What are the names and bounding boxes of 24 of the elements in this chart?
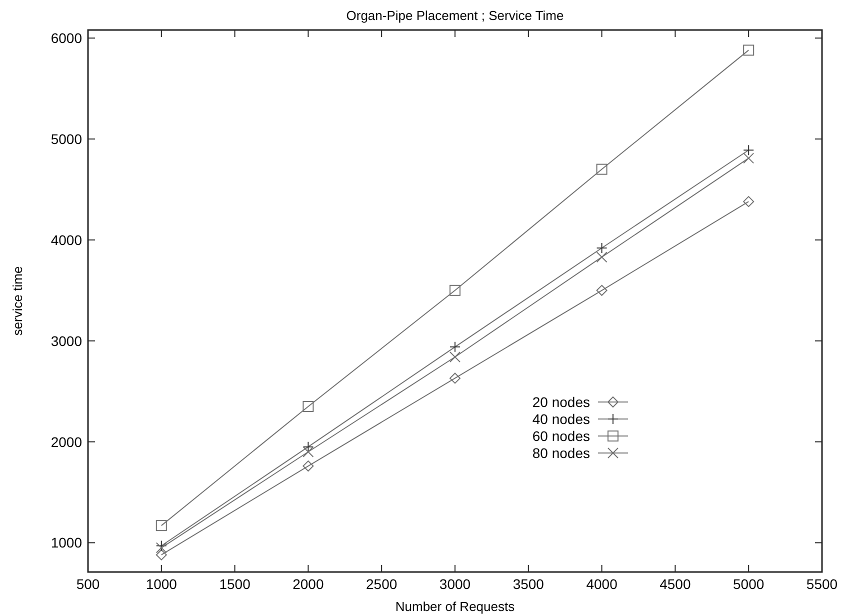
legend-label: 80 nodes <box>532 445 590 461</box>
x-tick-label: 2500 <box>366 576 398 592</box>
y-axis-title: service time <box>10 266 25 336</box>
x-tick-label: 5000 <box>733 576 764 592</box>
x-tick-label: 4000 <box>586 576 618 592</box>
y-tick-label: 5000 <box>50 131 82 148</box>
legend-label: 20 nodes <box>532 394 590 410</box>
x-tick-label: 2000 <box>292 576 324 592</box>
x-tick-label: 3500 <box>512 576 544 592</box>
x-axis-title: Number of Requests <box>395 599 516 614</box>
chart-title: Organ-Pipe Placement ; Service Time <box>346 8 564 23</box>
y-tick-label: 1000 <box>50 534 82 551</box>
legend-label: 40 nodes <box>532 411 590 427</box>
y-tick-label: 6000 <box>50 30 82 46</box>
x-tick-label: 4500 <box>660 576 691 592</box>
y-tick-label: 4000 <box>50 232 82 248</box>
legend-label: 60 nodes <box>532 428 590 444</box>
x-tick-label: 3000 <box>439 576 471 592</box>
x-tick-label: 5500 <box>806 576 838 592</box>
x-tick-label: 1000 <box>146 576 178 592</box>
x-tick-label: 500 <box>76 576 100 592</box>
y-tick-label: 3000 <box>50 332 82 349</box>
x-tick-label: 1500 <box>219 576 251 592</box>
y-tick-label: 2000 <box>50 434 82 450</box>
